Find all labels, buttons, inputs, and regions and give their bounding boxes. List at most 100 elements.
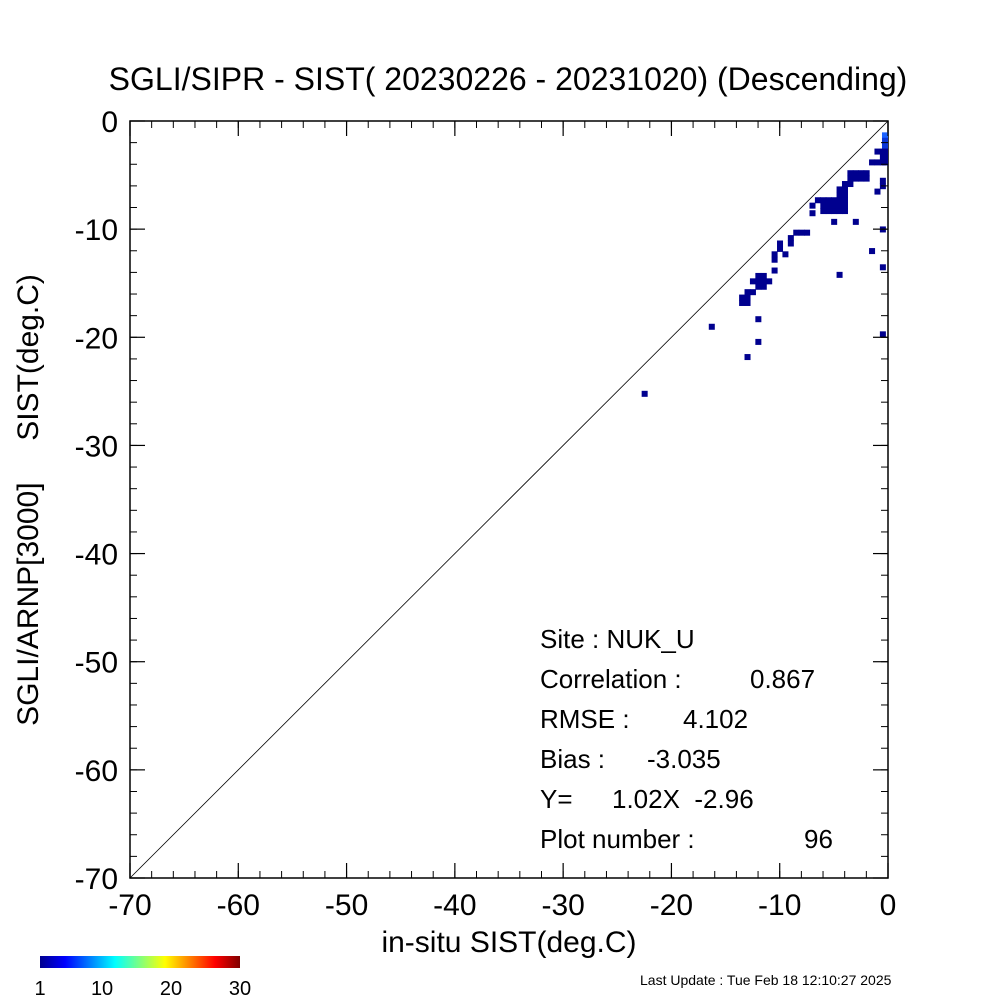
data-cell xyxy=(739,299,746,306)
data-cell xyxy=(755,338,762,345)
colorbar-ticks: 1 10 20 30 xyxy=(34,978,251,1000)
data-cell xyxy=(771,267,778,274)
data-cell xyxy=(760,272,767,279)
data-cell xyxy=(881,132,888,139)
data-cell xyxy=(744,289,751,296)
data-cell xyxy=(841,186,848,193)
y-tick-label: -10 xyxy=(75,214,118,247)
x-tick-label: -20 xyxy=(650,889,693,922)
x-tick-label: -10 xyxy=(758,889,801,922)
plot-area: -70 -60 -50 -40 -30 -20 -10 0 0-10-20-30-40-50-… xyxy=(75,106,897,922)
data-cell xyxy=(831,202,838,209)
y-tick-label: 0 xyxy=(101,106,118,139)
data-cell xyxy=(820,202,827,209)
regression-value: 1.02X -2.96 xyxy=(612,784,754,814)
data-cell xyxy=(836,208,843,215)
data-cell xyxy=(881,137,888,144)
x-tick-label: 0 xyxy=(880,889,897,922)
y-tick-label: -40 xyxy=(75,539,118,572)
y-tick-label: -70 xyxy=(75,863,118,896)
data-cell xyxy=(836,186,843,193)
x-tick-labels: -70 -60 -50 -40 -30 -20 -10 0 xyxy=(108,889,896,922)
data-cell xyxy=(708,323,715,330)
data-cell xyxy=(755,272,762,279)
data-cell xyxy=(869,248,876,255)
site-label: Site : NUK_U xyxy=(540,624,695,654)
data-cell xyxy=(874,159,881,166)
data-cell xyxy=(858,170,865,177)
data-cell xyxy=(836,191,843,198)
stats-box: Site : NUK_U Correlation : 0.867 RMSE : … xyxy=(540,624,833,854)
data-cell xyxy=(787,235,794,242)
data-cell xyxy=(847,170,854,177)
data-cell xyxy=(771,256,778,263)
data-cell xyxy=(825,197,832,204)
data-cell xyxy=(852,170,859,177)
y-tick-label: -50 xyxy=(75,647,118,680)
data-cell xyxy=(869,159,876,166)
data-cell xyxy=(881,159,888,166)
data-cell xyxy=(744,354,751,361)
rmse-label: RMSE : xyxy=(540,704,630,734)
x-tick-label: -70 xyxy=(108,889,151,922)
data-cell xyxy=(809,210,816,217)
data-cell xyxy=(831,208,838,215)
bias-label: Bias : xyxy=(540,744,605,774)
data-cell xyxy=(841,208,848,215)
data-cell xyxy=(787,240,794,247)
x-tick-label: -30 xyxy=(541,889,584,922)
data-cell xyxy=(744,294,751,301)
chart-title: SGLI/SIPR - SIST( 20230226 - 20231020) (… xyxy=(109,61,908,97)
rmse-value: 4.102 xyxy=(683,704,748,734)
colorbar: 1 10 20 30 xyxy=(34,956,251,1000)
data-cell xyxy=(755,283,762,290)
colorbar-gradient xyxy=(40,956,240,968)
colorbar-tick-label: 1 xyxy=(34,978,45,1000)
data-cell xyxy=(863,175,870,182)
data-cell xyxy=(744,299,751,306)
data-cell xyxy=(836,202,843,209)
colorbar-tick-label: 20 xyxy=(160,978,182,1000)
data-cell xyxy=(847,175,854,182)
data-cell xyxy=(825,208,832,215)
y-tick-label: -20 xyxy=(75,322,118,355)
data-cell xyxy=(749,289,756,296)
data-cell xyxy=(841,202,848,209)
data-cell xyxy=(814,197,821,204)
regression-label: Y= xyxy=(540,784,573,814)
data-cell xyxy=(777,240,784,247)
data-cell xyxy=(755,278,762,285)
data-cell xyxy=(836,197,843,204)
plot-number-value: 96 xyxy=(804,824,833,854)
correlation-value: 0.867 xyxy=(750,664,815,694)
data-cell xyxy=(760,283,767,290)
data-cell xyxy=(760,278,767,285)
major-ticks xyxy=(129,120,889,879)
data-cell xyxy=(863,170,870,177)
x-tick-label: -40 xyxy=(433,889,476,922)
data-cell xyxy=(852,218,859,225)
data-cells xyxy=(641,132,888,397)
data-cell xyxy=(793,229,800,236)
data-cell xyxy=(852,175,859,182)
data-cell xyxy=(766,278,773,285)
data-cell xyxy=(641,390,648,397)
x-axis-label: in-situ SIST(deg.C) xyxy=(381,926,636,959)
x-tick-label: -60 xyxy=(217,889,260,922)
one-to-one-line xyxy=(129,120,889,879)
data-cell xyxy=(879,264,886,271)
data-cell xyxy=(874,188,881,195)
data-cell xyxy=(755,316,762,323)
data-cell xyxy=(841,181,848,188)
data-cell xyxy=(831,197,838,204)
data-cell xyxy=(820,197,827,204)
y-axis-label: SGLI/ARNP[3000] SIST(deg.C) xyxy=(12,274,45,726)
data-cell xyxy=(825,202,832,209)
data-cell xyxy=(831,218,838,225)
data-cell xyxy=(820,208,827,215)
data-cell xyxy=(879,177,886,184)
data-cell xyxy=(874,148,881,155)
data-cell xyxy=(881,148,888,155)
colorbar-tick-label: 10 xyxy=(91,978,113,1000)
